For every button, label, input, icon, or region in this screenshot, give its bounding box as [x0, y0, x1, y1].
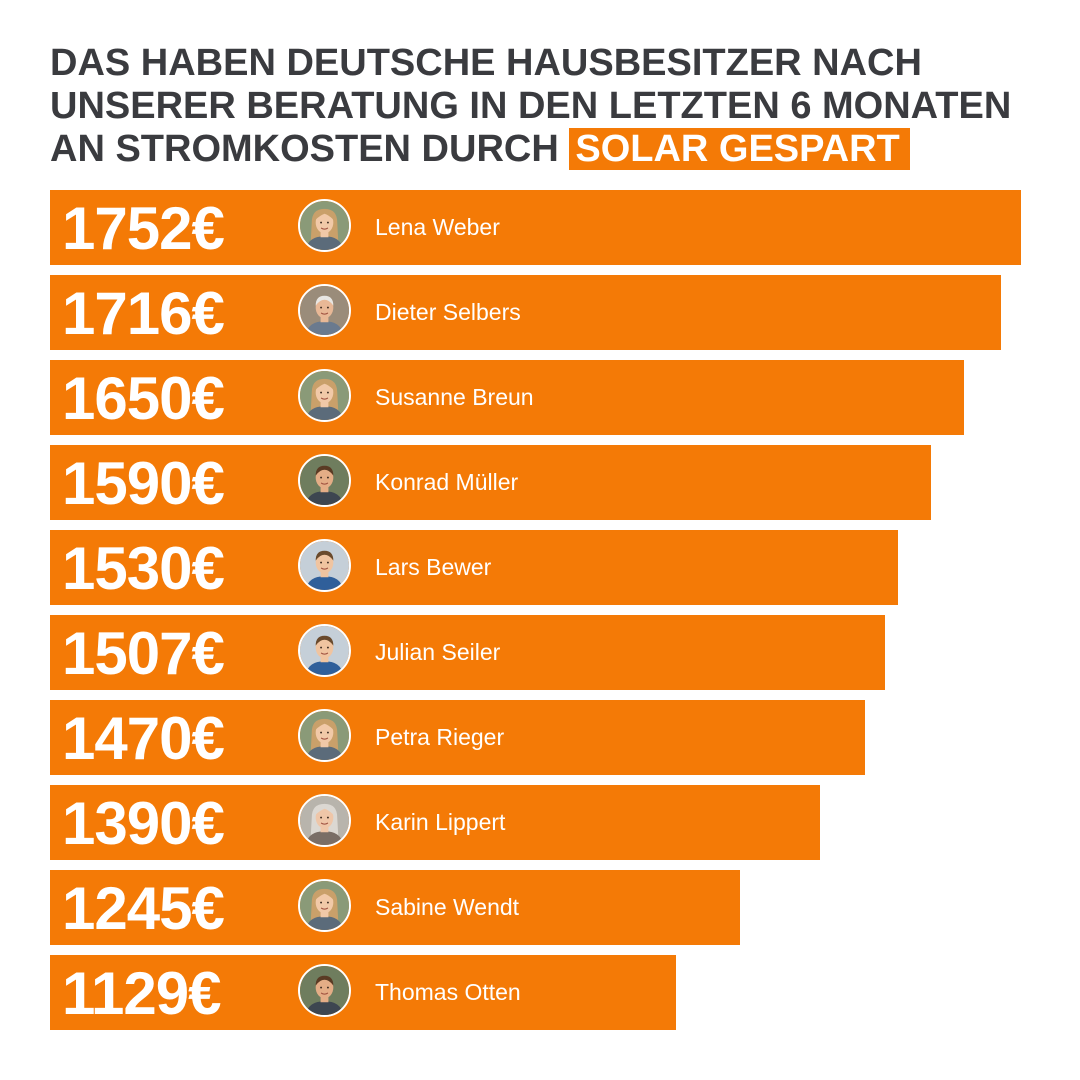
bar-value-label: 1590€ — [62, 450, 225, 517]
bar-1: 1752€ Lena Weber — [50, 190, 1021, 265]
headline-line-2: UNSERER BERATUNG IN DEN LETZTEN 6 MONATE… — [50, 85, 1012, 127]
woman-avatar-icon — [298, 879, 351, 932]
bar-category-label: Petra Rieger — [375, 724, 505, 750]
bar-6: 1507€ Julian Seiler — [50, 615, 885, 690]
older-man-avatar-icon — [298, 284, 351, 337]
headline-line-3: AN STROMKOSTEN DURCH SOLAR GESPART — [50, 128, 1040, 171]
bar-category-label: Sabine Wendt — [375, 894, 520, 920]
bar-value-label: 1650€ — [62, 365, 225, 432]
older-woman-avatar-icon — [298, 794, 351, 847]
bar-value-label: 1129€ — [62, 960, 222, 1027]
woman-avatar-icon — [298, 199, 351, 252]
woman-avatar-icon — [298, 369, 351, 422]
bar-category-label: Konrad Müller — [375, 469, 519, 495]
bar-category-label: Thomas Otten — [375, 979, 521, 1005]
woman-avatar-icon — [298, 709, 351, 762]
bar-7: 1470€ Petra Rieger — [50, 700, 865, 775]
bar-8: 1390€ Karin Lippert — [50, 785, 820, 860]
man-avatar-icon — [298, 454, 351, 507]
bar-value-label: 1530€ — [62, 535, 225, 602]
headline-highlight: SOLAR GESPART — [569, 128, 910, 170]
bar-2: 1716€ Dieter Selbers — [50, 275, 1001, 350]
bar-value-label: 1752€ — [62, 195, 225, 262]
man-avatar-icon — [298, 964, 351, 1017]
headline: DAS HABEN DEUTSCHE HAUSBESITZER NACH UNS… — [50, 42, 1040, 171]
young-man-avatar-icon — [298, 539, 351, 592]
bar-value-label: 1245€ — [62, 875, 225, 942]
bar-category-label: Lars Bewer — [375, 554, 492, 580]
young-man-avatar-icon — [298, 624, 351, 677]
bar-category-label: Susanne Breun — [375, 384, 534, 410]
bar-value-label: 1390€ — [62, 790, 225, 857]
bar-10: 1129€ Thomas Otten — [50, 955, 676, 1030]
bar-3: 1650€ Susanne Breun — [50, 360, 964, 435]
bar-value-label: 1716€ — [62, 280, 225, 347]
bar-5: 1530€ Lars Bewer — [50, 530, 898, 605]
bar-9: 1245€ Sabine Wendt — [50, 870, 740, 945]
bar-value-label: 1470€ — [62, 705, 225, 772]
bar-value-label: 1507€ — [62, 620, 225, 687]
headline-line-3-text: AN STROMKOSTEN DURCH — [50, 128, 559, 170]
bar-4: 1590€ Konrad Müller — [50, 445, 931, 520]
bar-category-label: Dieter Selbers — [375, 299, 521, 325]
bar-category-label: Karin Lippert — [375, 809, 506, 835]
bar-category-label: Julian Seiler — [375, 639, 501, 665]
headline-line-1: DAS HABEN DEUTSCHE HAUSBESITZER NACH — [50, 42, 922, 84]
bar-category-label: Lena Weber — [375, 214, 500, 240]
